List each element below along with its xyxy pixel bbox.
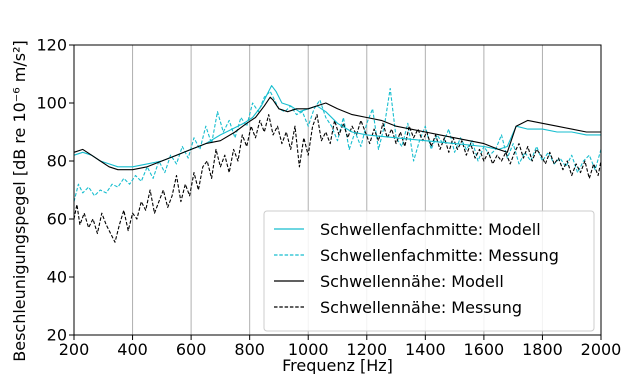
x-tick-label: 1600 [464, 340, 505, 359]
plot-area [73, 85, 602, 243]
y-axis-label: Beschleunigungspegel [dB re 10⁻⁶ m/s²] [10, 40, 29, 361]
series-line-2 [73, 87, 602, 202]
y-tick-label: 80 [47, 152, 67, 171]
y-tick-label: 40 [47, 268, 67, 287]
series-line-3 [73, 96, 601, 171]
plot-frame [73, 44, 602, 336]
grid-lines [132, 45, 543, 335]
x-tick-label: 2000 [581, 340, 622, 359]
y-tick-label: 120 [36, 36, 67, 55]
y-tick-label: 60 [47, 210, 67, 229]
y-tick-label: 20 [47, 326, 67, 345]
legend-label: Schwellenfachmitte: Messung [320, 246, 559, 265]
x-tick-label: 1000 [288, 340, 329, 359]
x-tick-label: 400 [117, 340, 148, 359]
legend-box [263, 210, 595, 332]
x-axis-label: Frequenz [Hz] [282, 356, 393, 374]
axis-ticks: 200 400 600 800 1000 1200 1400 1600 1800 2000 20 40… [36, 36, 621, 360]
x-tick-label: 1400 [405, 340, 446, 359]
legend-label: Schwellenfachmitte: Modell [320, 220, 541, 239]
series-line-4 [73, 114, 602, 243]
legend-label: Schwellennähe: Messung [320, 298, 522, 317]
x-tick-label: 1200 [346, 340, 387, 359]
legend: Schwellenfachmitte: Modell Schwellenfachm… [263, 210, 595, 332]
x-tick-label: 1800 [522, 340, 563, 359]
x-tick-label: 200 [59, 340, 90, 359]
x-tick-label: 800 [234, 340, 265, 359]
x-tick-label: 600 [176, 340, 207, 359]
y-tick-label: 100 [36, 94, 67, 113]
series-line-1 [73, 85, 601, 168]
legend-label: Schwellennähe: Modell [320, 272, 504, 291]
